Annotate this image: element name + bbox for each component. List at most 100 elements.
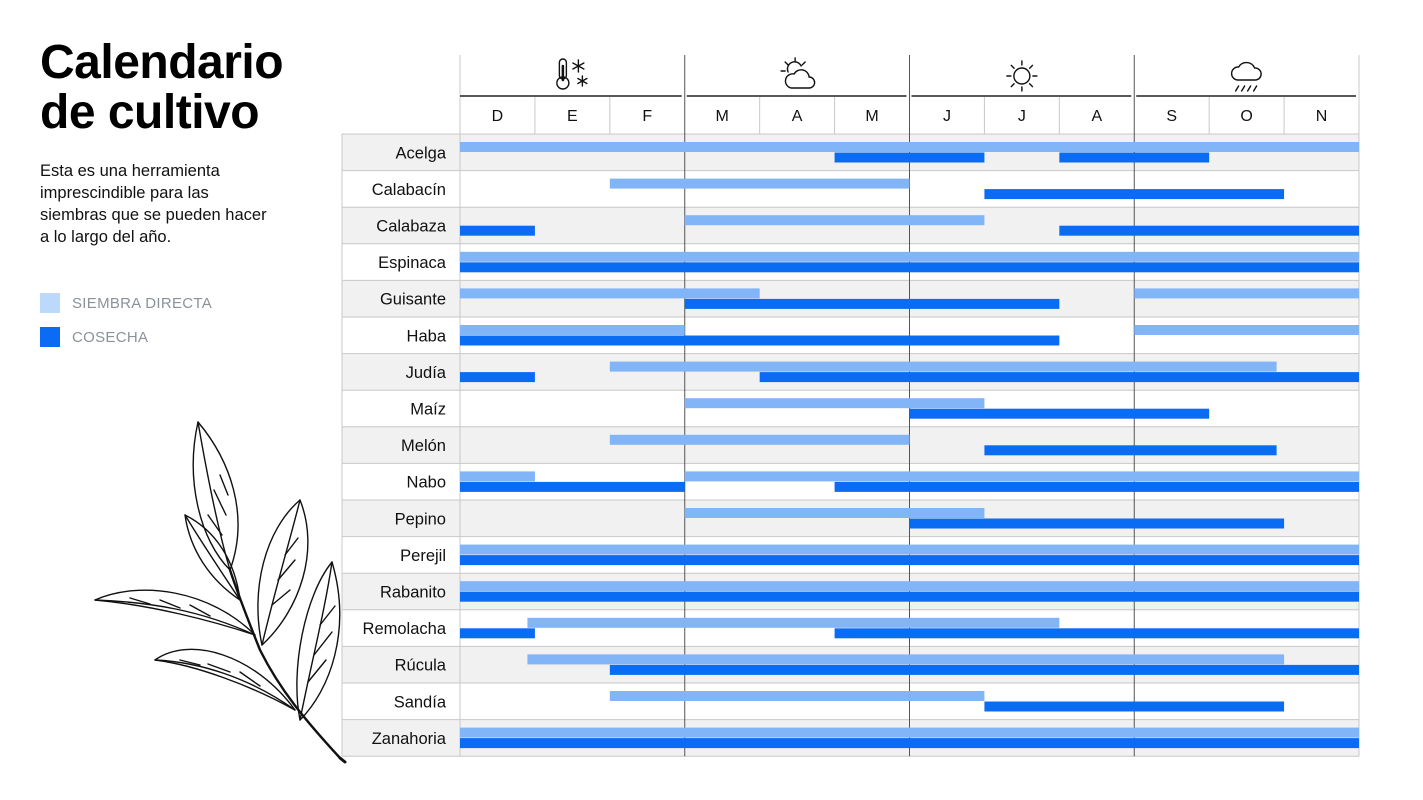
crop-label: Acelga bbox=[396, 144, 447, 162]
legend-item-cosecha: COSECHA bbox=[40, 326, 212, 348]
row-background bbox=[342, 207, 1359, 244]
month-label: J bbox=[943, 108, 951, 125]
cosecha-bar bbox=[759, 372, 1359, 383]
month-label: M bbox=[716, 108, 729, 125]
siembra-bar bbox=[609, 361, 1277, 372]
cosecha-bar bbox=[834, 481, 1359, 492]
month-label: F bbox=[642, 108, 652, 125]
crop-label: Maíz bbox=[410, 401, 446, 419]
row-background bbox=[342, 426, 1359, 464]
sun-icon bbox=[1006, 60, 1038, 92]
legend: SIEMBRA DIRECTA COSECHA bbox=[40, 292, 212, 360]
row-background bbox=[342, 719, 1359, 757]
row-background bbox=[342, 463, 1359, 500]
row-background bbox=[342, 500, 1359, 537]
row-background bbox=[342, 317, 1359, 354]
siembra-bar bbox=[460, 288, 760, 299]
siembra-bar bbox=[460, 325, 685, 335]
siembra-bar bbox=[460, 581, 1359, 592]
legend-label-cosecha: COSECHA bbox=[72, 328, 149, 346]
row-background bbox=[342, 243, 1359, 281]
legend-item-siembra: SIEMBRA DIRECTA bbox=[40, 292, 212, 314]
siembra-bar bbox=[684, 215, 985, 226]
cosecha-bar bbox=[834, 628, 1359, 639]
crop-label: Judía bbox=[406, 364, 447, 382]
cosecha-bar bbox=[984, 189, 1285, 200]
crop-label: Perejil bbox=[400, 547, 446, 565]
crop-label: Espinaca bbox=[378, 254, 447, 272]
month-label: J bbox=[1018, 108, 1026, 125]
cosecha-bar bbox=[609, 664, 1359, 675]
crop-label: Sandía bbox=[394, 693, 447, 711]
crop-label: Rúcula bbox=[395, 657, 447, 675]
row-background bbox=[342, 170, 1359, 208]
title-line-2: de cultivo bbox=[40, 86, 260, 139]
siembra-bar bbox=[460, 142, 1359, 152]
cosecha-bar bbox=[1059, 225, 1359, 236]
legend-swatch-siembra bbox=[40, 293, 60, 313]
month-label: A bbox=[792, 108, 803, 125]
month-label: M bbox=[865, 108, 878, 125]
thermometer-snow-icon bbox=[556, 58, 588, 90]
sun-cloud-icon bbox=[780, 57, 816, 89]
row-background bbox=[342, 134, 1359, 171]
month-label: D bbox=[492, 108, 504, 125]
cosecha-bar bbox=[460, 225, 535, 236]
crop-label: Zanahoria bbox=[372, 730, 447, 748]
title-line-1: Calendario bbox=[40, 36, 284, 89]
month-label: S bbox=[1166, 108, 1177, 125]
page-title: Calendario de cultivo bbox=[40, 38, 320, 138]
cosecha-bar bbox=[909, 518, 1285, 529]
row-background bbox=[342, 353, 1359, 391]
siembra-bar bbox=[609, 178, 910, 189]
rain-cloud-icon bbox=[1230, 61, 1262, 92]
row-background bbox=[342, 573, 1359, 610]
siembra-bar bbox=[460, 544, 1359, 555]
crop-label: Remolacha bbox=[363, 620, 447, 638]
siembra-bar bbox=[527, 617, 1060, 628]
cosecha-bar bbox=[834, 152, 985, 163]
siembra-bar bbox=[460, 471, 535, 482]
siembra-bar bbox=[684, 471, 1359, 482]
crop-label: Haba bbox=[407, 327, 447, 345]
cosecha-bar bbox=[984, 701, 1285, 712]
siembra-bar bbox=[684, 398, 985, 409]
legend-label-siembra: SIEMBRA DIRECTA bbox=[72, 294, 213, 312]
crop-label: Calabaza bbox=[376, 218, 447, 236]
siembra-bar bbox=[1134, 288, 1359, 299]
cosecha-bar bbox=[460, 738, 1359, 749]
cosecha-bar bbox=[1059, 152, 1210, 163]
description-text: Esta es una herramienta imprescindible p… bbox=[40, 162, 267, 246]
siembra-bar bbox=[460, 727, 1359, 738]
cosecha-bar bbox=[460, 555, 1359, 566]
cosecha-bar bbox=[984, 445, 1277, 456]
crop-label: Melón bbox=[401, 437, 446, 455]
row-background bbox=[342, 390, 1359, 427]
cosecha-bar bbox=[460, 628, 535, 639]
row-background bbox=[342, 280, 1359, 317]
siembra-bar bbox=[460, 251, 1359, 262]
siembra-bar bbox=[609, 434, 910, 445]
crop-label: Calabacín bbox=[372, 181, 446, 199]
cosecha-bar bbox=[460, 262, 1359, 273]
cosecha-bar bbox=[460, 591, 1359, 602]
cosecha-bar bbox=[460, 481, 685, 492]
siembra-bar bbox=[684, 508, 985, 518]
crop-label: Guisante bbox=[380, 291, 446, 309]
row-background bbox=[342, 646, 1359, 683]
cosecha-bar bbox=[684, 298, 1060, 309]
siembra-bar bbox=[1134, 325, 1359, 335]
cosecha-bar bbox=[909, 408, 1210, 419]
row-background bbox=[342, 683, 1359, 720]
crop-label: Rabanito bbox=[380, 584, 446, 602]
row-background bbox=[342, 536, 1359, 574]
leaf-branch-illustration bbox=[94, 421, 347, 764]
crop-label: Pepino bbox=[395, 510, 446, 528]
siembra-bar bbox=[527, 654, 1285, 665]
month-label: E bbox=[567, 108, 578, 125]
siembra-bar bbox=[609, 691, 985, 701]
cosecha-bar bbox=[460, 335, 1060, 346]
row-background bbox=[342, 609, 1359, 647]
month-label: A bbox=[1091, 108, 1102, 125]
